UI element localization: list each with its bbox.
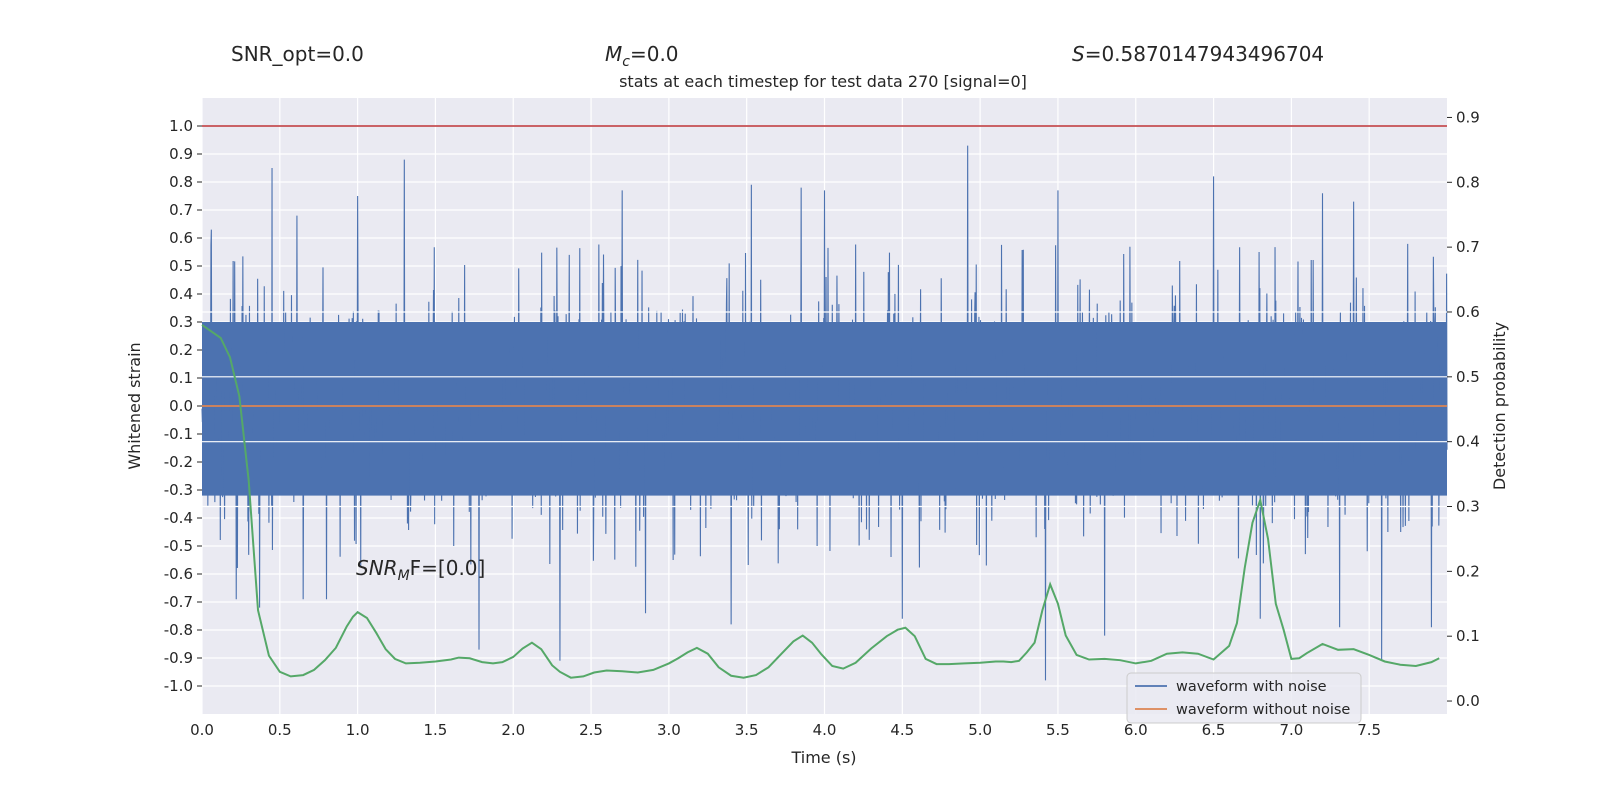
mc-value: =0.0 [630,42,679,66]
y-tick-label: 0.3 [169,313,193,331]
y-tick-label: -0.6 [164,565,193,583]
mc-label: Mc=0.0 [605,42,679,70]
snr-opt-label: SNR_opt=0.0 [231,42,364,66]
legend-label-noise: waveform with noise [1176,679,1327,695]
s-value: =0.5870147943496704 [1085,42,1324,66]
x-tick-label: 2.0 [501,721,525,739]
y2-tick-label: 0.2 [1456,562,1480,580]
y2-tick-label: 0.5 [1456,368,1480,386]
x-tick-label: 7.0 [1279,721,1303,739]
legend: waveform with noise waveform without noi… [1126,672,1362,724]
y-tick-label: 1.0 [169,117,193,135]
y-tick-label: -1.0 [164,677,193,695]
snr-mf-annotation: SNRMF=[0.0] [356,556,485,584]
chart-title: stats at each timestep for test data 270… [619,72,1027,91]
y2-tick-label: 0.3 [1456,498,1480,516]
x-tick-label: 4.5 [890,721,914,739]
snr-mf-subscript: M [398,568,410,584]
y-axis-label: Whitened strain [125,342,144,469]
y-tick-label: -0.4 [164,509,193,527]
y-tick-label: 0.1 [169,369,193,387]
y-tick-label: 0.2 [169,341,193,359]
y-tick-label: 0.5 [169,257,193,275]
y-tick-label: 0.0 [169,397,193,415]
y-tick-label: -0.9 [164,649,193,667]
y2-tick-label: 0.7 [1456,238,1480,256]
x-tick-label: 3.5 [735,721,759,739]
y2-tick-label: 0.4 [1456,433,1480,451]
x-tick-label: 6.5 [1202,721,1226,739]
y-tick-label: 0.9 [169,145,193,163]
y-tick-label: -0.2 [164,453,193,471]
ticks: 0.0 0.5 1.0 1.5 2.0 2.5 3.0 3.5 4.0 4.5 5.0 5.5 6.0 6… [164,108,1480,739]
y-tick-label: 0.4 [169,285,193,303]
y-tick-label: -0.1 [164,425,193,443]
x-tick-label: 6.0 [1124,721,1148,739]
x-tick-label: 0.5 [268,721,292,739]
legend-box [1126,672,1362,724]
series-waveform-with-noise [201,145,1448,681]
x-tick-label: 3.0 [657,721,681,739]
snr-mf-symbol: SNR [356,556,398,580]
x-tick-label: 5.5 [1046,721,1070,739]
mc-subscript: c [622,54,630,70]
y-tick-label: -0.8 [164,621,193,639]
x-tick-label: 7.5 [1357,721,1381,739]
x-tick-label: 0.0 [190,721,214,739]
x-tick-label: 2.5 [579,721,603,739]
x-tick-label: 1.0 [346,721,370,739]
y2-tick-label: 0.1 [1456,627,1480,645]
y-tick-label: -0.7 [164,593,193,611]
mc-symbol: M [605,42,622,66]
y2-tick-label: 0.6 [1456,303,1480,321]
s-symbol: S [1072,42,1085,66]
y-tick-label: -0.3 [164,481,193,499]
y-tick-label: -0.5 [164,537,193,555]
x-tick-label: 1.5 [424,721,448,739]
y-tick-label: 0.7 [169,201,193,219]
snr-mf-value: F=[0.0] [410,556,486,580]
x-tick-label: 5.0 [968,721,992,739]
s-label: S=0.5870147943496704 [1072,42,1324,66]
series-detection-probability [201,324,1440,679]
legend-label-clean: waveform without noise [1176,702,1350,718]
x-axis-label: Time (s) [790,748,856,767]
data-layer [201,125,1448,681]
y2-tick-label: 0.0 [1456,692,1480,710]
x-tick-label: 4.0 [813,721,837,739]
y2-tick-label: 0.8 [1456,173,1480,191]
y-tick-label: 0.6 [169,229,193,247]
y2-tick-label: 0.9 [1456,108,1480,126]
y-tick-label: 0.8 [169,173,193,191]
y2-axis-label: Detection probability [1490,322,1509,490]
